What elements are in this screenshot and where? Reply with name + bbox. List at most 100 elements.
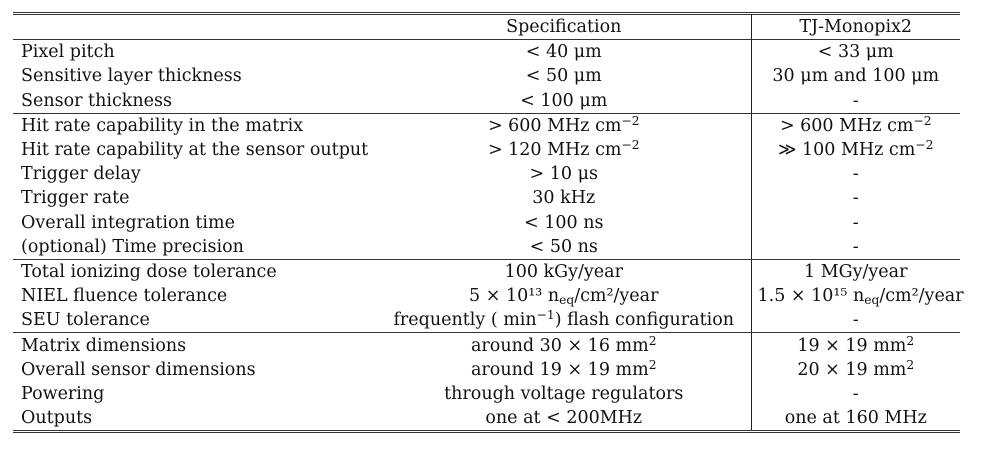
cell-text-part: ) flash configuration: [554, 310, 735, 331]
tj-monopix2-cell: 30 μm and 100 μm: [751, 64, 960, 88]
cell-text-part: −2: [915, 137, 934, 152]
table-row: (optional) Time precision < 50 ns -: [13, 234, 960, 260]
cell-text-part: one at 160 MHz: [784, 408, 927, 429]
table-row: Trigger delay > 10 μs -: [13, 162, 960, 187]
table-row: Total ionizing dose tolerance 100 kGy/yea…: [13, 259, 960, 285]
parameter-cell: (optional) Time precision: [21, 236, 244, 257]
cell-text-part: 2: [648, 357, 657, 372]
table-row: Overall sensor dimensions around 19 × 19 …: [13, 357, 960, 382]
tj-monopix2-cell: -: [751, 162, 960, 186]
parameter-cell: SEU tolerance: [21, 310, 150, 331]
specification-cell: < 100 μm: [377, 88, 752, 114]
tj-monopix2-cell: > 600 MHz cm−2: [751, 113, 960, 138]
specification-cell: < 40 μm: [377, 39, 752, 65]
cell-text-part: /cm²/year: [879, 286, 964, 307]
parameter-cell: Sensor thickness: [21, 90, 172, 111]
cell-text-part: frequently ( min: [393, 310, 537, 331]
specification-cell: 30 kHz: [377, 186, 752, 211]
cell-text-part: around 30 × 16 mm: [470, 335, 649, 356]
cell-text-part: -: [852, 212, 859, 233]
cell-text-part: -: [852, 90, 859, 111]
parameter-cell: Powering: [21, 383, 105, 404]
table-row: Matrix dimensions around 30 × 16 mm2 19 × …: [13, 332, 960, 358]
specification-cell: > 10 μs: [377, 162, 752, 187]
cell-text-part: /cm²/year: [574, 286, 659, 307]
table-row: Pixel pitch < 40 μm < 33 μm: [13, 39, 960, 65]
tj-monopix2-cell: one at 160 MHz: [751, 406, 960, 432]
parameter-cell: Hit rate capability at the sensor output: [21, 140, 369, 161]
header-parameter: [13, 14, 377, 40]
cell-text-part: −1: [536, 308, 555, 323]
specification-cell: 100 kGy/year: [377, 259, 752, 285]
tj-monopix2-cell: 1 MGy/year: [751, 259, 960, 284]
table-row: Overall integration time < 100 ns -: [13, 210, 960, 235]
cell-text-part: −2: [913, 113, 932, 128]
table-row: Hit rate capability at the sensor output…: [13, 137, 960, 163]
cell-text-part: > 600 MHz cm: [779, 115, 914, 136]
cell-text-part: 2: [906, 357, 915, 372]
cell-text-part: < 50 μm: [525, 66, 602, 87]
cell-text-part: 1 MGy/year: [804, 261, 908, 282]
cell-text-part: < 100 μm: [520, 90, 608, 111]
header-specification: Specification: [377, 13, 752, 40]
tj-monopix2-cell: 19 × 19 mm2: [751, 333, 960, 358]
table-row: Sensor thickness < 100 μm -: [13, 88, 960, 114]
header-row: Specification TJ-Monopix2: [13, 13, 960, 40]
parameter-cell: Trigger delay: [21, 164, 141, 185]
tj-monopix2-cell: ≫ 100 MHz cm−2: [751, 138, 960, 162]
cell-text-part: > 10 μs: [529, 164, 598, 185]
cell-text-part: < 33 μm: [817, 42, 894, 63]
table-row: Outputs one at < 200MHz one at 160 MHz: [13, 406, 960, 432]
cell-text-part: 5 × 10¹³ n: [469, 286, 560, 307]
tj-monopix2-cell: -: [751, 89, 960, 114]
tj-monopix2-cell: -: [751, 211, 960, 235]
parameter-cell: Overall integration time: [21, 212, 235, 233]
cell-text-part: 1.5 × 10¹⁵ n: [757, 286, 865, 307]
cell-text-part: -: [852, 236, 859, 257]
cell-text-part: 2: [648, 333, 657, 348]
parameter-cell: Matrix dimensions: [21, 335, 187, 356]
table-row: SEU tolerance frequently ( min−1) flash c…: [13, 308, 960, 333]
cell-text-part: < 40 μm: [525, 42, 602, 63]
spec-table: Specification TJ-Monopix2 Pixel pitch < 4…: [13, 12, 964, 433]
specification-cell: < 50 ns: [377, 234, 752, 260]
parameter-cell: Pixel pitch: [21, 42, 115, 63]
tj-monopix2-cell: 1.5 × 10¹⁵ neq/cm²/year: [751, 284, 964, 308]
specification-cell: > 120 MHz cm−2: [377, 137, 752, 163]
cell-text-part: one at < 200MHz: [485, 408, 643, 429]
cell-text-part: -: [852, 164, 859, 185]
cell-text-part: 30 kHz: [532, 188, 596, 209]
cell-text-part: -: [852, 310, 859, 331]
cell-text-part: > 600 MHz cm: [487, 115, 622, 136]
cell-text-part: around 19 × 19 mm: [470, 359, 649, 380]
specification-cell: one at < 200MHz: [377, 406, 752, 432]
cell-text-part: −2: [621, 113, 640, 128]
parameter-cell: NIEL fluence tolerance: [21, 286, 228, 307]
specification-cell: around 30 × 16 mm2: [377, 332, 752, 358]
cell-text-part: eq: [559, 293, 575, 308]
parameter-cell: Sensitive layer thickness: [21, 66, 242, 87]
tj-monopix2-cell: -: [751, 186, 960, 210]
parameter-cell: Hit rate capability in the matrix: [21, 115, 304, 136]
parameter-cell: Overall sensor dimensions: [21, 359, 256, 380]
cell-text-part: −2: [621, 137, 640, 152]
tj-monopix2-cell: -: [751, 235, 960, 260]
spec-table-container: Specification TJ-Monopix2 Pixel pitch < 4…: [13, 12, 964, 433]
table-row: Hit rate capability in the matrix > 600 M…: [13, 113, 960, 138]
cell-text-part: through voltage regulators: [444, 383, 684, 404]
tj-monopix2-cell: < 33 μm: [751, 40, 960, 65]
specification-cell: around 19 × 19 mm2: [377, 357, 752, 382]
parameter-cell: Outputs: [21, 408, 93, 429]
cell-text-part: eq: [864, 293, 880, 308]
cell-text-part: ≫ 100 MHz cm: [778, 140, 916, 161]
specification-cell: 5 × 10¹³ neq/cm²/year: [377, 284, 752, 309]
cell-text-part: > 120 MHz cm: [487, 140, 622, 161]
header-tj-monopix2: TJ-Monopix2: [799, 17, 913, 38]
cell-text-part: 30 μm and 100 μm: [772, 66, 940, 87]
cell-text-part: 100 kGy/year: [504, 261, 623, 282]
tj-monopix2-cell: -: [751, 308, 960, 333]
table-row: Sensitive layer thickness < 50 μm 30 μm an…: [13, 64, 960, 89]
table-row: NIEL fluence tolerance 5 × 10¹³ neq/cm²/y…: [13, 284, 964, 309]
parameter-cell: Trigger rate: [21, 188, 130, 209]
cell-text-part: 20 × 19 mm: [797, 359, 907, 380]
